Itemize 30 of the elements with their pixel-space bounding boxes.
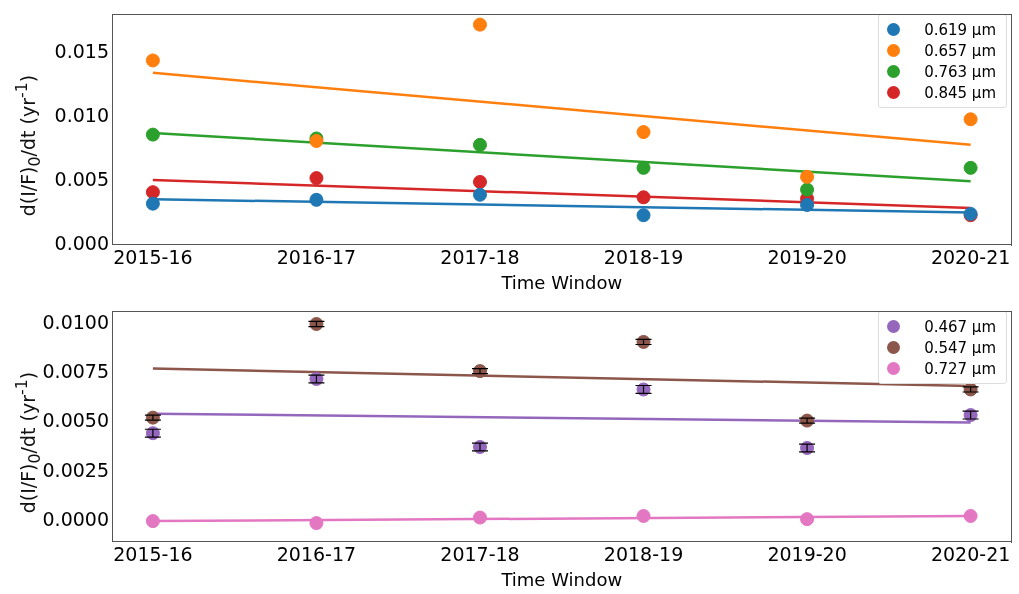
x-axis-title: Time Window [500,271,623,293]
legend-label: 0.727 µm [924,359,996,378]
x-tick-label: 2016-17 [276,245,357,268]
y-tick-label: 0.0100 [42,310,109,333]
y-tick-label: 0.000 [54,231,109,254]
x-tick-label: 2016-17 [276,542,357,565]
legend-label: 0.845 µm [924,83,996,102]
legend-label: 0.547 µm [924,338,996,357]
legend-label: 0.763 µm [924,62,996,81]
x-tick-label: 2018-19 [603,542,684,565]
legend-label: 0.467 µm [924,317,996,336]
x-tick-label: 2019-20 [767,542,847,565]
x-axis-title: Time Window [500,568,623,590]
x-tick-label: 2015-16 [113,245,193,268]
y-tick-label: 0.005 [54,167,109,190]
y-tick-label: 0.0000 [42,508,109,531]
y-tick-label: 0.010 [54,103,109,126]
x-tick-label: 2017-18 [440,245,520,268]
x-tick-label: 2020-21 [930,542,1011,565]
legend-label: 0.619 µm [924,20,996,39]
x-tick-label: 2017-18 [440,542,520,565]
y-tick-label: 0.0075 [42,360,109,383]
x-tick-label: 2015-16 [113,542,193,565]
y-tick-label: 0.0025 [42,458,109,481]
x-tick-label: 2018-19 [603,245,684,268]
legend-label: 0.657 µm [924,41,996,60]
x-tick-label: 2020-21 [930,245,1011,268]
y-tick-label: 0.015 [54,39,109,62]
y-tick-label: 0.0050 [42,409,109,432]
x-tick-label: 2019-20 [767,245,847,268]
